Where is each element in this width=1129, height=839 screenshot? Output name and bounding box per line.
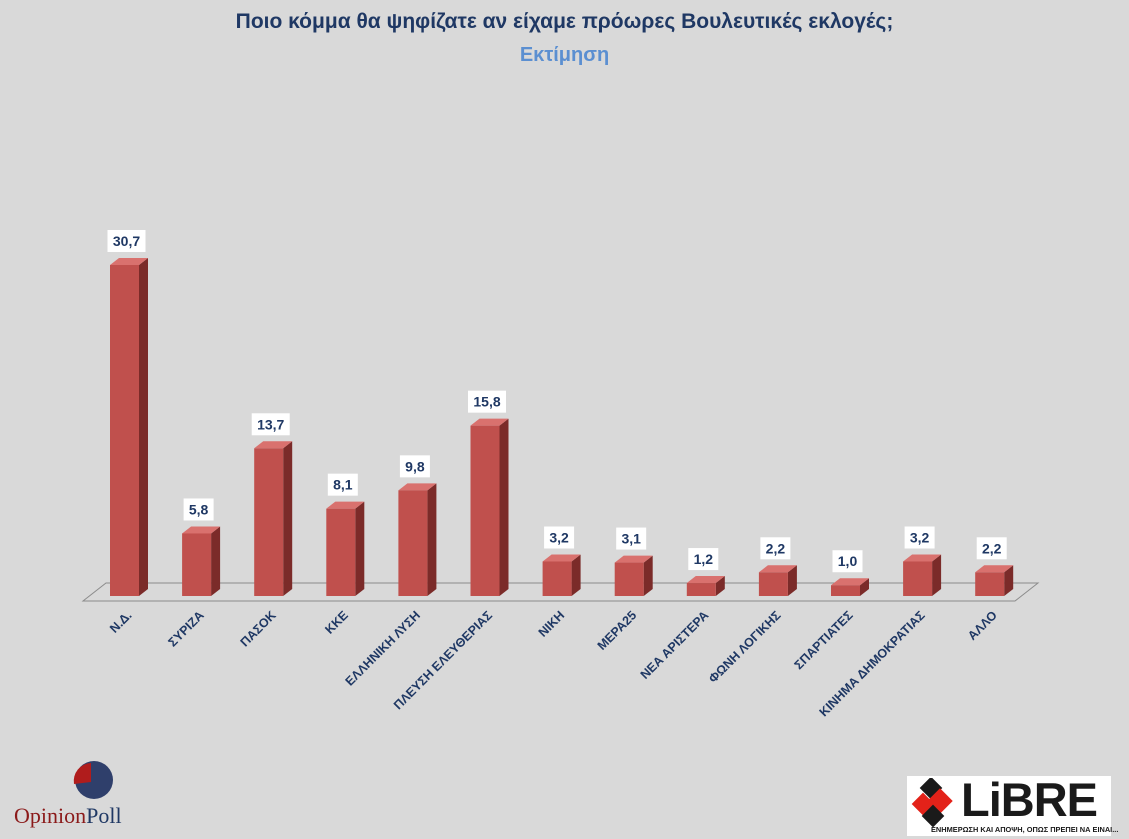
value-label: 13,7 xyxy=(257,416,284,432)
bar-top xyxy=(975,565,1014,573)
bar-top xyxy=(542,554,581,562)
bar xyxy=(110,265,139,596)
value-label: 5,8 xyxy=(189,501,209,517)
bar-side xyxy=(1004,565,1014,596)
category-label: ΣΥΡΙΖΑ xyxy=(165,608,206,649)
bar xyxy=(398,490,428,596)
value-label: 1,0 xyxy=(838,553,858,569)
bar xyxy=(542,561,572,596)
bar-side xyxy=(643,555,653,596)
value-label-box xyxy=(399,455,430,478)
value-label-box xyxy=(904,526,935,549)
category-label: ΝΕΑ ΑΡΙΣΤΕΡΑ xyxy=(638,608,712,682)
category-label: Ν.Δ. xyxy=(107,608,135,636)
bar xyxy=(686,583,716,596)
value-label: 3,2 xyxy=(910,529,930,545)
bar-top xyxy=(686,576,725,584)
value-label-box xyxy=(616,527,647,550)
bar-side xyxy=(211,526,221,596)
bar-side xyxy=(571,554,581,596)
bar xyxy=(254,448,284,596)
value-label-box xyxy=(688,548,719,571)
bar xyxy=(326,508,356,596)
bars-group xyxy=(110,258,1014,596)
category-label: ΚΚΕ xyxy=(322,608,351,637)
bar-top xyxy=(758,565,797,573)
bar-side xyxy=(427,483,437,596)
category-label: ΝΙΚΗ xyxy=(536,608,568,640)
libre-logo: LiBRE ΕΝΗΜΕΡΩΣΗ ΚΑΙ ΑΠΟΨΗ, ΟΠΩΣ ΠΡΕΠΕΙ Ν… xyxy=(907,773,1119,836)
bar-top xyxy=(470,418,509,426)
category-label: ΠΑΣΟΚ xyxy=(238,608,279,649)
value-label: 9,8 xyxy=(405,458,425,474)
value-label: 3,1 xyxy=(621,531,641,547)
chart-title: Ποιο κόμμα θα ψηφίζατε αν είχαμε πρόωρες… xyxy=(235,10,894,33)
bar xyxy=(182,533,212,596)
bar xyxy=(758,572,788,596)
value-label-box xyxy=(183,498,214,521)
category-label: ΑΛΛΟ xyxy=(965,608,1000,643)
value-label-box xyxy=(976,537,1007,560)
value-label: 3,2 xyxy=(549,529,569,545)
wordmark-poll: Poll xyxy=(86,803,122,828)
bar xyxy=(903,561,933,596)
libre-emblem-icon xyxy=(911,778,953,828)
value-label-box xyxy=(327,473,358,496)
bar-side xyxy=(139,258,148,596)
bar xyxy=(831,585,860,596)
bar-top xyxy=(903,554,942,562)
value-label-box xyxy=(468,390,506,413)
bar-top xyxy=(614,555,653,563)
bar xyxy=(470,425,500,596)
value-label-box xyxy=(832,550,863,573)
category-label: ΣΠΑΡΤΙΑΤΕΣ xyxy=(792,608,856,672)
bar-top xyxy=(110,258,148,265)
bar xyxy=(975,572,1005,596)
bar-top xyxy=(831,578,869,586)
bar-side xyxy=(499,418,509,596)
value-label-box xyxy=(251,413,290,436)
value-labels-group: 30,7 5,8 13,7 8,1 9,8 15,8 3,2 3,1 1,2 2,2 1,0 3,2 2… xyxy=(107,230,1007,573)
bar-side xyxy=(715,576,725,596)
chart-subtitle: Εκτίμηση xyxy=(519,44,610,66)
category-label: ΦΩΝΗ ΛΟΓΙΚΗΣ xyxy=(706,608,784,686)
value-label: 2,2 xyxy=(766,540,786,556)
libre-wordmark: LiBRE xyxy=(961,773,1098,826)
wordmark-opinion: Opinion xyxy=(14,803,87,828)
opinionpoll-logo xyxy=(73,761,113,799)
bar-side xyxy=(355,501,365,596)
bar xyxy=(614,562,644,596)
bar-side xyxy=(787,565,797,596)
value-label-box xyxy=(107,230,146,252)
value-label: 8,1 xyxy=(333,477,353,493)
value-label: 2,2 xyxy=(982,540,1002,556)
value-label: 1,2 xyxy=(694,551,714,567)
bar-top xyxy=(254,441,293,449)
libre-tagline: ΕΝΗΜΕΡΩΣΗ ΚΑΙ ΑΠΟΨΗ, ΟΠΩΣ ΠΡΕΠΕΙ ΝΑ ΕΙΝΑ… xyxy=(931,825,1119,834)
logo-wedge-icon xyxy=(73,763,91,784)
bar-side xyxy=(860,578,869,596)
value-label-box xyxy=(760,537,791,560)
bar-side xyxy=(932,554,942,596)
category-label: ΕΛΛΗΝΙΚΗ ΛΥΣΗ xyxy=(343,608,423,688)
bar-top xyxy=(182,526,221,534)
value-label-box xyxy=(544,526,575,549)
bar-side xyxy=(283,441,293,596)
value-label: 15,8 xyxy=(473,394,500,410)
value-label: 30,7 xyxy=(113,233,140,249)
bar-top xyxy=(398,483,437,491)
opinionpoll-wordmark: OpinionPoll xyxy=(14,803,122,829)
category-label: ΜΕΡΑ25 xyxy=(595,608,640,653)
bar-top xyxy=(326,501,365,509)
